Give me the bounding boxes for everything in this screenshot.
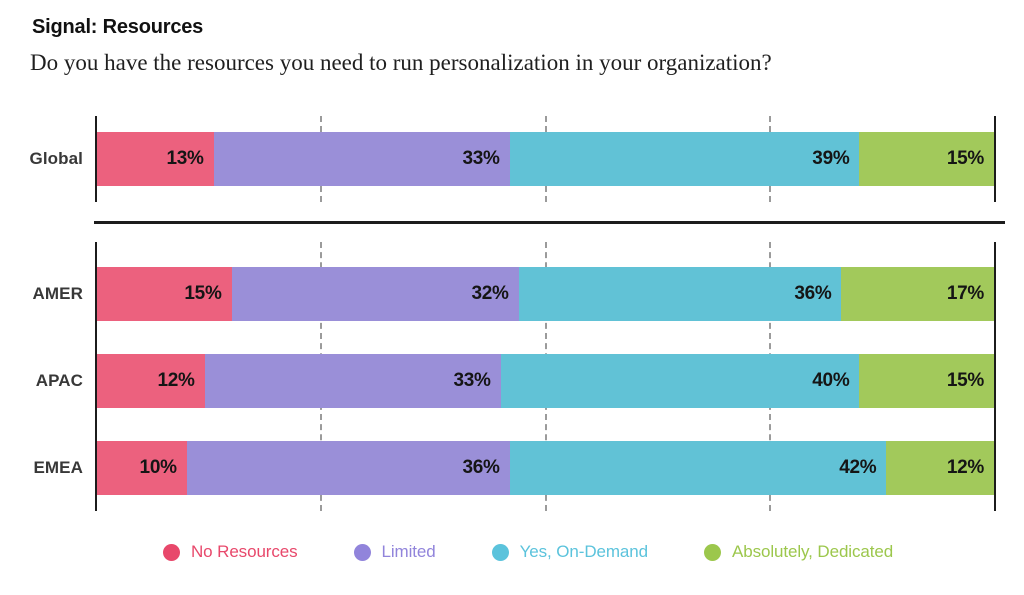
chart-question: Do you have the resources you need to ru…: [30, 50, 772, 75]
segment-absolutely-dedicated: 15%: [859, 132, 994, 186]
legend-dot-icon: [353, 543, 371, 561]
section-divider: [94, 221, 1005, 224]
regions-chart: AMER 15% 32% 36% 17% APAC 12% 33% 40% 15% EMEA 10% 3…: [33, 242, 996, 511]
segment-yes-on-demand: 39%: [509, 132, 860, 186]
value-label: 36%: [462, 457, 500, 478]
chart-header: Signal: Resources Do you have the resour…: [0, 0, 1024, 76]
row-label-global: Global: [29, 149, 83, 168]
legend-item-limited: Limited: [353, 542, 436, 562]
segment-limited: 36%: [186, 441, 510, 495]
stacked-bar-amer: 15% 32% 36% 17%: [97, 267, 994, 321]
row-label-apac: APAC: [35, 371, 83, 390]
stacked-bar-apac: 12% 33% 40% 15%: [97, 354, 994, 408]
legend-label: No Resources: [191, 542, 298, 561]
segment-limited: 32%: [231, 267, 519, 321]
value-label: 10%: [139, 457, 177, 478]
stacked-bar-emea: 10% 36% 42% 12%: [97, 441, 994, 495]
segment-yes-on-demand: 42%: [509, 441, 887, 495]
value-label: 39%: [812, 148, 850, 169]
bar-row-global: Global 13% 33% 39% 15%: [30, 132, 994, 186]
value-label: 36%: [794, 283, 832, 304]
legend-dot-icon: [704, 543, 721, 561]
value-label: 13%: [166, 148, 204, 169]
segment-no-resources: 15%: [97, 267, 232, 321]
value-label: 15%: [946, 148, 984, 169]
segment-limited: 33%: [204, 354, 501, 408]
segment-no-resources: 13%: [97, 132, 214, 186]
segment-no-resources: 12%: [97, 354, 205, 408]
value-label: 40%: [812, 370, 850, 391]
legend-dot-icon: [491, 543, 509, 561]
segment-yes-on-demand: 40%: [500, 354, 860, 408]
chart-title: Signal: Resources: [32, 16, 204, 38]
value-label: 42%: [839, 457, 877, 478]
legend-label: Absolutely, Dedicated: [732, 542, 894, 561]
bar-row-emea: EMEA 10% 36% 42% 12%: [33, 441, 994, 495]
bar-row-amer: AMER 15% 32% 36% 17%: [33, 267, 994, 321]
value-label: 12%: [946, 457, 984, 478]
segment-yes-on-demand: 36%: [518, 267, 842, 321]
legend-item-no-resources: No Resources: [163, 542, 298, 562]
legend-label: Yes, On-Demand: [519, 542, 648, 561]
value-label: 15%: [946, 370, 984, 391]
legend-item-absolutely-dedicated: Absolutely, Dedicated: [704, 542, 893, 562]
row-label-emea: EMEA: [33, 458, 83, 477]
segment-absolutely-dedicated: 17%: [841, 267, 994, 321]
value-label: 33%: [462, 148, 500, 169]
stacked-bar-global: 13% 33% 39% 15%: [97, 132, 994, 186]
value-label: 17%: [946, 283, 984, 304]
segment-absolutely-dedicated: 12%: [886, 441, 994, 495]
segment-absolutely-dedicated: 15%: [859, 354, 994, 408]
value-label: 15%: [184, 283, 222, 304]
segment-limited: 33%: [213, 132, 510, 186]
legend-dot-icon: [163, 543, 180, 561]
value-label: 32%: [471, 283, 509, 304]
value-label: 33%: [453, 370, 491, 391]
row-label-amer: AMER: [32, 284, 83, 303]
value-label: 12%: [157, 370, 195, 391]
bar-row-apac: APAC 12% 33% 40% 15%: [36, 354, 994, 408]
legend-item-yes-on-demand: Yes, On-Demand: [491, 542, 648, 562]
global-chart: Global 13% 33% 39% 15%: [30, 116, 996, 202]
legend: No Resources Limited Yes, On-Demand Absolut…: [163, 542, 1024, 562]
segment-no-resources: 10%: [97, 441, 187, 495]
legend-label: Limited: [381, 542, 436, 561]
